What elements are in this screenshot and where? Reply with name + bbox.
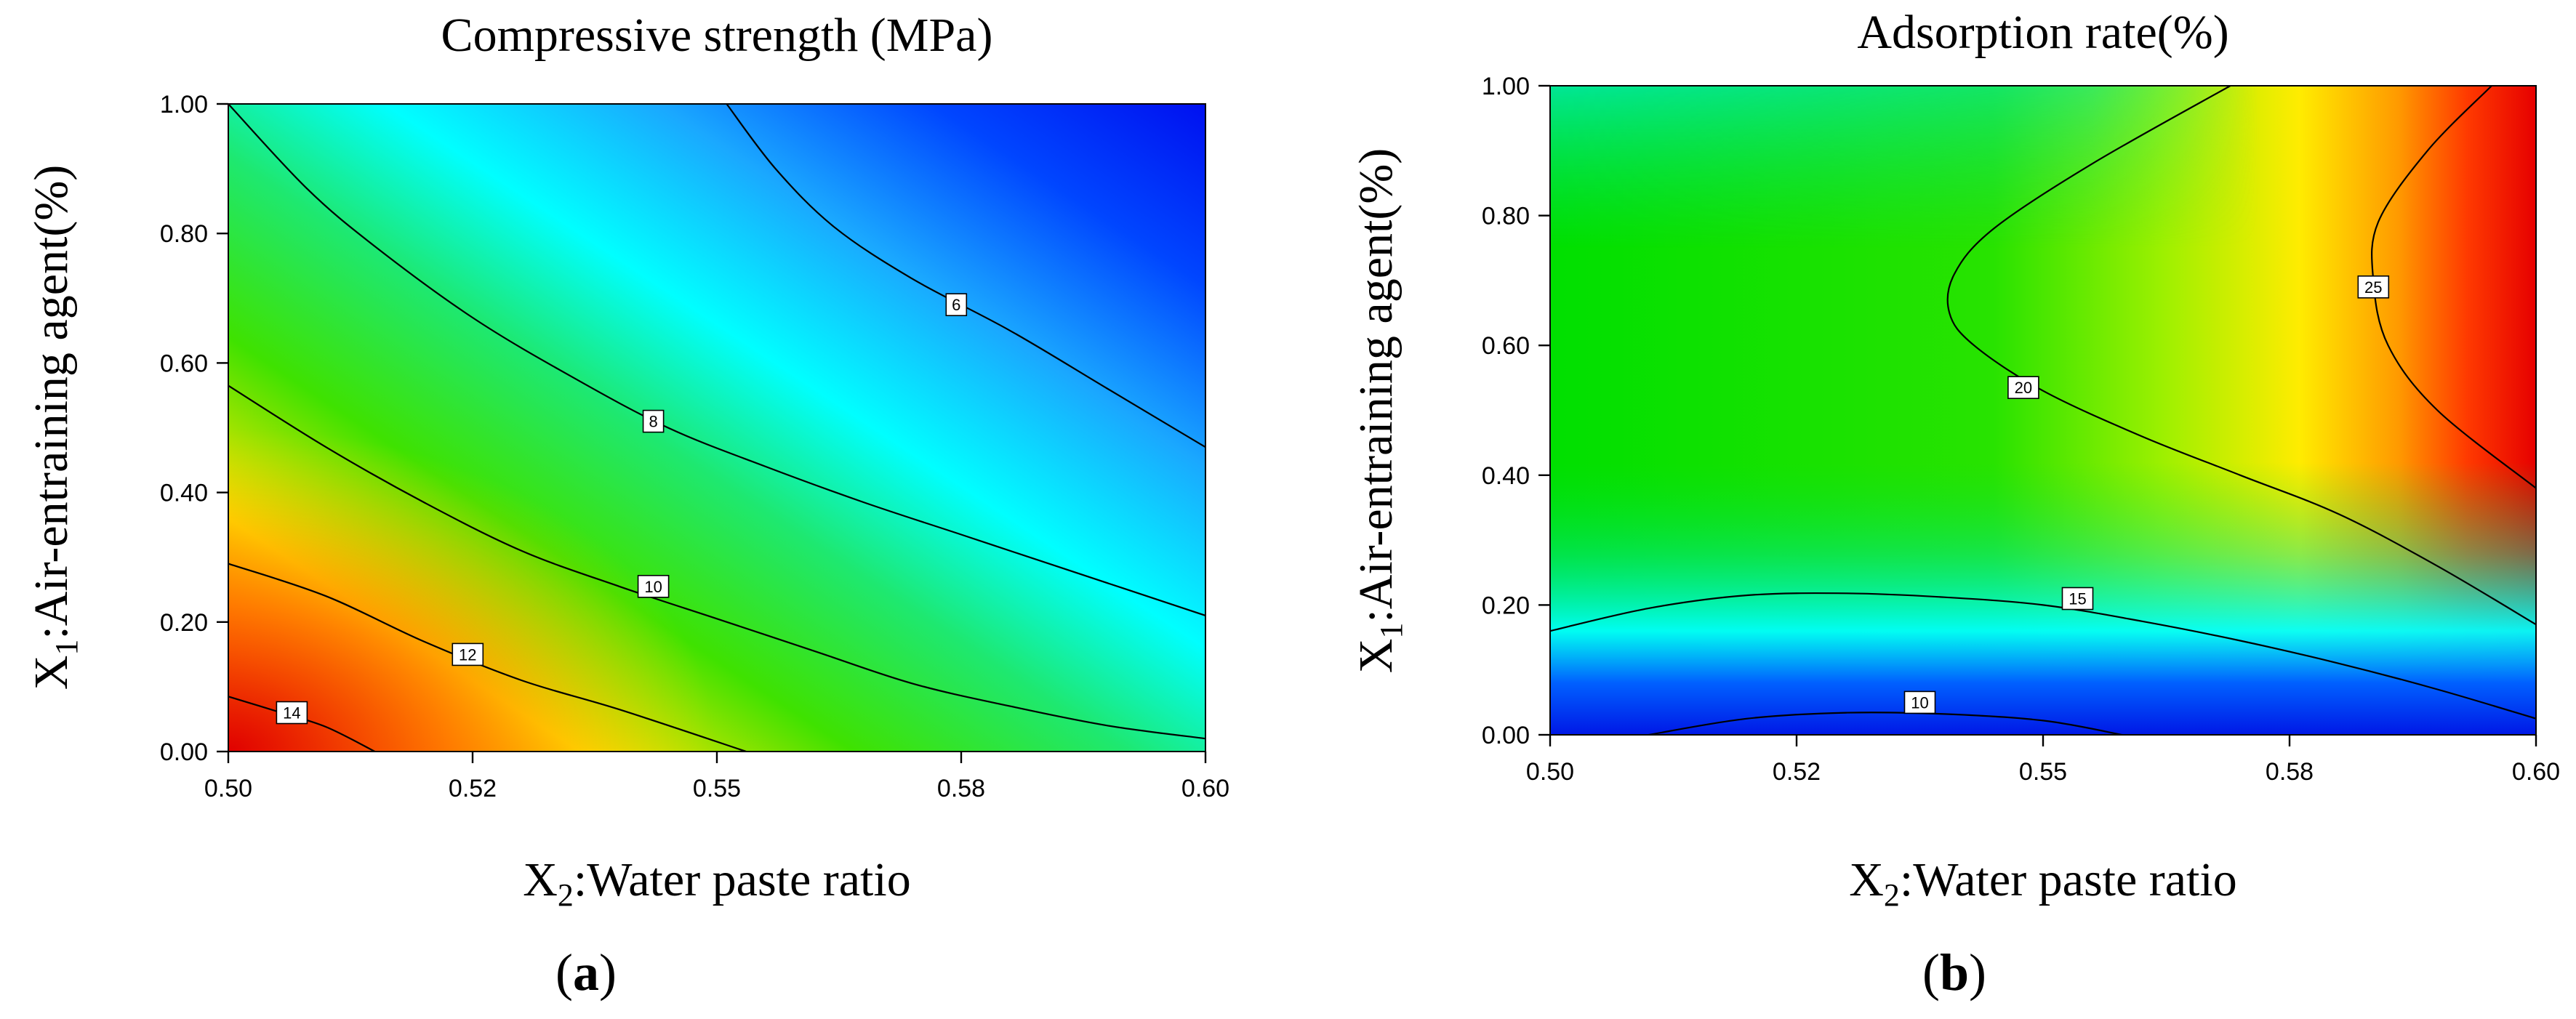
y-tick-label: 0.40 [1482, 462, 1530, 490]
y-axis-label: X1:Air-entraining agent(%) [1349, 148, 1409, 674]
x-tick-label: 0.58 [937, 775, 985, 802]
y-tick-label: 0.00 [1482, 722, 1530, 749]
contour-label-box [452, 643, 484, 666]
contour-label-box [1903, 690, 1936, 714]
y-tick-label: 0.20 [160, 609, 208, 637]
contour-label-text: 25 [2364, 278, 2382, 297]
contour-labels: 14 12 10 8 6 [276, 293, 968, 725]
x-tick-label: 0.52 [1773, 758, 1821, 786]
chart-title: Adsorption rate(%) [1857, 6, 2228, 59]
heatmap-low-band [1550, 86, 2536, 735]
contour-label-text: 8 [649, 413, 657, 431]
contour-line-6 [726, 104, 1205, 448]
contour-label-10: 10 [1903, 690, 1936, 714]
y-tick-label: 0.20 [1482, 592, 1530, 619]
contour-label-text: 10 [1911, 693, 1928, 712]
contour-label-box [945, 293, 968, 317]
x-axis: 0.50 0.52 0.55 0.58 0.60 [1526, 735, 2560, 786]
contour-line-10 [1648, 712, 2122, 735]
x-tick-label: 0.58 [2266, 758, 2314, 786]
y-tick-label: 1.00 [1482, 73, 1530, 100]
contour-label-10: 10 [637, 574, 670, 598]
contour-label-box [642, 409, 665, 433]
y-tick-label: 0.60 [1482, 332, 1530, 360]
panel-label: (a) [555, 943, 617, 1002]
x-tick-label: 0.60 [1181, 775, 1229, 802]
y-axis: 0.00 0.20 0.40 0.60 0.80 1.00 [160, 91, 228, 766]
plot-area: 14 12 10 8 6 [228, 103, 1206, 752]
chart-title: Compressive strength (MPa) [441, 9, 993, 62]
contour-label-box [2357, 275, 2390, 299]
y-tick-label: 0.40 [160, 480, 208, 507]
panel-b: Adsorption rate(%) 10 15 20 25 0.50 0.52 0.55… [1349, 6, 2560, 1002]
contour-label-20: 20 [2007, 376, 2039, 400]
contour-label-text: 6 [952, 296, 960, 314]
contour-label-6: 6 [945, 293, 968, 317]
contour-label-14: 14 [276, 701, 308, 725]
contour-label-text: 14 [283, 704, 300, 722]
contour-label-15: 15 [2061, 587, 2094, 611]
x-tick-label: 0.55 [2019, 758, 2067, 786]
contour-label-text: 12 [459, 645, 476, 664]
x-axis-label: X2:Water paste ratio [523, 853, 910, 913]
contour-label-12: 12 [452, 643, 484, 666]
panel-a: Compressive strength (MPa) 14 12 10 8 6 0.50… [25, 9, 1229, 1002]
x-tick-label: 0.50 [1526, 758, 1574, 786]
contour-label-box [276, 701, 308, 725]
x-tick-label: 0.52 [449, 775, 497, 802]
y-tick-label: 0.80 [160, 220, 208, 248]
x-axis: 0.50 0.52 0.55 0.58 0.60 [204, 752, 1229, 802]
panel-label: (b) [1922, 943, 1986, 1002]
contour-labels: 10 15 20 25 [1903, 275, 2390, 714]
x-tick-label: 0.50 [204, 775, 252, 802]
contour-label-25: 25 [2357, 275, 2390, 299]
x-tick-label: 0.60 [2512, 758, 2560, 786]
contour-label-box [2007, 376, 2039, 400]
contour-label-text: 15 [2069, 590, 2086, 608]
heatmap-hotspot [228, 104, 1205, 752]
y-tick-label: 0.00 [160, 738, 208, 766]
plot-area: 10 15 20 25 [1549, 85, 2537, 736]
contour-label-text: 10 [644, 578, 662, 596]
contour-line-8 [228, 104, 1205, 616]
contour-label-text: 20 [2015, 379, 2032, 397]
y-tick-label: 1.00 [160, 91, 208, 118]
contour-label-box [2061, 587, 2094, 611]
contour-label-box [637, 574, 670, 598]
x-axis-label: X2:Water paste ratio [1849, 853, 2236, 913]
y-axis-label: X1:Air-entraining agent(%) [25, 165, 84, 690]
contour-line-10 [228, 384, 1205, 740]
contour-line-20 [1946, 86, 2536, 626]
contour-line-15 [1550, 592, 2536, 720]
y-axis: 0.00 0.20 0.40 0.60 0.80 1.00 [1482, 73, 1550, 749]
contour-label-8: 8 [642, 409, 665, 433]
x-tick-label: 0.55 [693, 775, 741, 802]
y-tick-label: 0.60 [160, 350, 208, 377]
y-tick-label: 0.80 [1482, 203, 1530, 230]
